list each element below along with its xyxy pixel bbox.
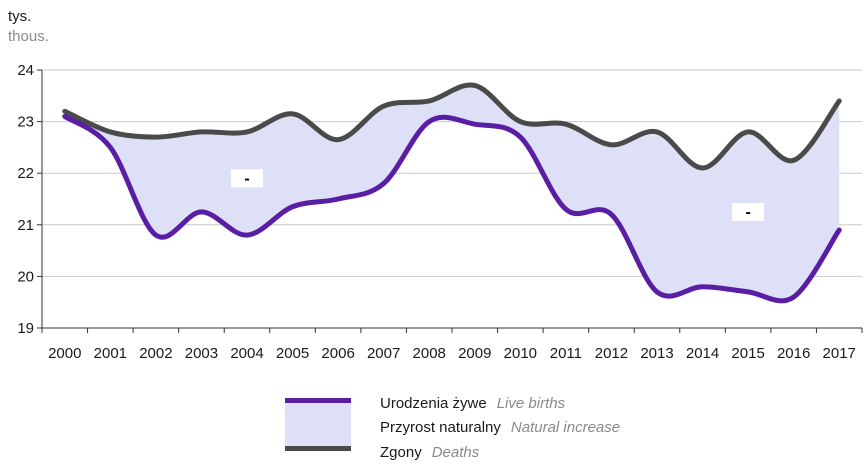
legend-label-pl: Zgony: [380, 444, 422, 461]
y-tick-label: 19: [17, 320, 34, 337]
legend-label-pl: Urodzenia żywe: [380, 395, 487, 412]
x-tick-label: 2015: [731, 345, 764, 362]
legend-label-en: Live births: [496, 395, 566, 412]
deaths-swatch: [285, 446, 351, 451]
line-chart: 19 20 21 22 23 24 2000 2001 2002 2003 2004 2005 200…: [17, 62, 863, 362]
legend-item-natural-increase: Przyrost naturalny Natural increase: [380, 419, 620, 436]
x-tick-label: 2007: [367, 345, 400, 362]
legend-label-pl: Przyrost naturalny: [380, 419, 501, 436]
x-tick-label: 2012: [595, 345, 628, 362]
live-births-swatch: [285, 398, 351, 403]
x-tick-label: 2011: [550, 345, 582, 362]
x-tick-label: 2014: [686, 345, 719, 362]
y-tick-label: 22: [17, 165, 34, 182]
births-series-line: [62, 113, 842, 304]
legend-item-deaths: Zgony Deaths: [380, 444, 479, 461]
y-tick-label: 23: [17, 114, 34, 131]
x-tick-label: 2009: [458, 345, 491, 362]
natural-increase-swatch: [285, 399, 351, 449]
x-tick-label: 2013: [640, 345, 673, 362]
y-unit-label: tys.: [8, 8, 32, 25]
x-tick-label: 2010: [504, 345, 537, 362]
x-tick-label: 2002: [139, 345, 172, 362]
x-tick-label: 2001: [94, 345, 127, 362]
x-tick-label: 2006: [321, 345, 354, 362]
legend: Urodzenia żywe Live births Przyrost natur…: [285, 392, 725, 468]
legend-label-en: Deaths: [431, 444, 480, 461]
y-tick-label: 20: [17, 268, 34, 285]
y-unit-label-english: thous.: [8, 28, 49, 45]
legend-item-live-births: Urodzenia żywe Live births: [380, 395, 565, 412]
x-tick-label: 2017: [823, 345, 856, 362]
legend-label-en: Natural increase: [510, 419, 621, 436]
annotation-box: [231, 169, 263, 188]
annotation-label: -: [745, 204, 750, 221]
annotation-label: -: [244, 170, 249, 187]
x-tick-label: 2003: [185, 345, 218, 362]
natural-increase-area: [64, 84, 840, 301]
x-tick-label: 2000: [48, 345, 81, 362]
y-tick-label: 21: [17, 217, 34, 234]
x-tick-label: 2008: [413, 345, 446, 362]
annotation-box: [732, 202, 765, 221]
x-tick-label: 2016: [777, 345, 810, 362]
x-tick-label: 2005: [276, 345, 309, 362]
y-tick-label: 24: [17, 62, 34, 79]
x-tick-label: 2004: [230, 345, 263, 362]
